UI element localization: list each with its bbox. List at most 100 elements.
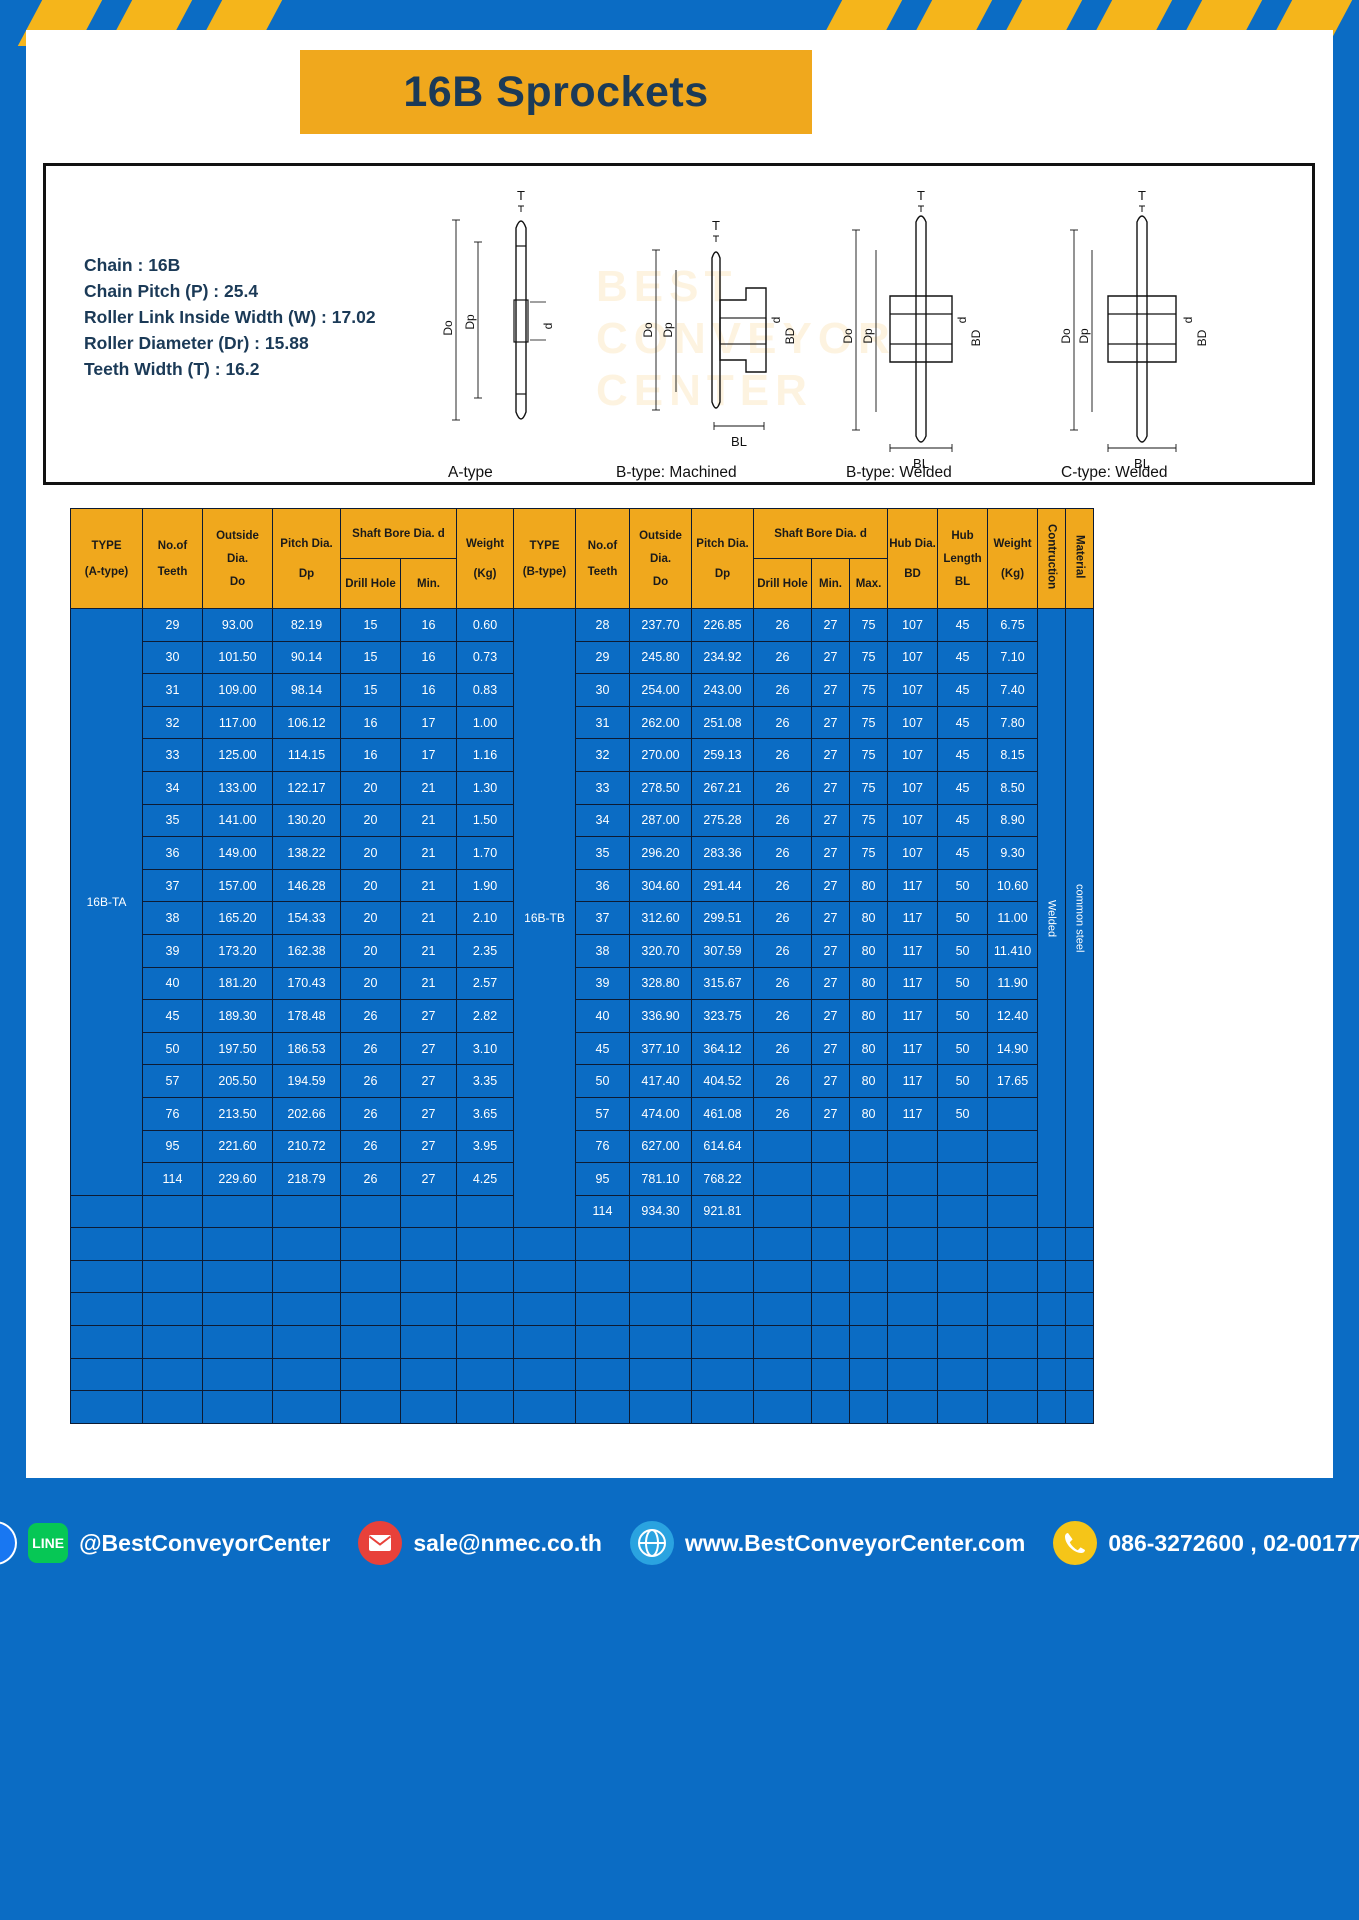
table-cell-empty bbox=[811, 1390, 850, 1424]
table-cell: 27 bbox=[811, 608, 850, 642]
header-weight: Weight (Kg) bbox=[456, 508, 514, 609]
table-cell-empty bbox=[142, 1357, 203, 1392]
sprocket-profile-drawings: T Do Dp bbox=[406, 180, 1306, 482]
table-cell: 12.40 bbox=[987, 999, 1039, 1033]
header-min: Min. bbox=[811, 558, 850, 609]
table-cell: 117 bbox=[887, 1031, 939, 1066]
svg-text:d: d bbox=[769, 317, 783, 324]
facebook-icon bbox=[0, 1521, 18, 1565]
table-cell: 8.50 bbox=[987, 770, 1039, 805]
table-cell bbox=[887, 1129, 939, 1164]
table-cell-empty bbox=[272, 1390, 341, 1424]
table-cell: 26 bbox=[753, 673, 812, 707]
contact-website[interactable]: www.BestConveyorCenter.com bbox=[616, 1521, 1039, 1565]
table-cell: 20 bbox=[340, 933, 401, 968]
table-cell bbox=[987, 1194, 1039, 1229]
table-cell bbox=[887, 1162, 939, 1196]
table-cell-empty bbox=[70, 1259, 143, 1294]
table-cell: 202.66 bbox=[272, 1096, 341, 1131]
table-cell-empty bbox=[1037, 1357, 1067, 1392]
table-cell: 21 bbox=[400, 868, 457, 903]
table-row bbox=[513, 1292, 1095, 1327]
table-cell: 291.44 bbox=[691, 868, 754, 903]
table-cell: 15 bbox=[340, 673, 401, 707]
spec-item-roller-diameter: Roller Diameter (Dr) : 15.88 bbox=[84, 333, 309, 353]
table-cell-empty bbox=[456, 1227, 514, 1261]
svg-text:T: T bbox=[917, 188, 925, 203]
contact-phone[interactable]: 086-3272600 , 02-0017766 bbox=[1039, 1521, 1359, 1565]
table-cell-empty bbox=[1065, 1325, 1095, 1359]
table-cell: 50 bbox=[937, 966, 989, 1001]
page-title-banner: 16B Sprockets bbox=[300, 50, 812, 134]
table-cell-empty bbox=[691, 1390, 754, 1424]
table-cell: 243.00 bbox=[691, 673, 754, 707]
header-teeth: No.of Teeth bbox=[575, 508, 630, 609]
table-cell: 149.00 bbox=[202, 836, 273, 870]
table-cell: 26 bbox=[753, 966, 812, 1001]
contact-email[interactable]: sale@nmec.co.th bbox=[344, 1521, 616, 1565]
table-cell-empty bbox=[753, 1390, 812, 1424]
table-cell: 107 bbox=[887, 705, 939, 740]
table-cell: 26 bbox=[753, 1096, 812, 1131]
table-cell: 27 bbox=[400, 1129, 457, 1164]
table-cell-empty bbox=[400, 1325, 457, 1359]
table-row bbox=[70, 1259, 514, 1294]
table-cell: 37 bbox=[142, 868, 203, 903]
table-cell: 1.00 bbox=[456, 705, 514, 740]
table-cell-empty bbox=[70, 1194, 143, 1229]
svg-text:d: d bbox=[955, 317, 969, 324]
table-cell: 27 bbox=[811, 933, 850, 968]
table-cell: 205.50 bbox=[202, 1064, 273, 1098]
table-cell: 178.48 bbox=[272, 999, 341, 1033]
table-cell-empty bbox=[1065, 1390, 1095, 1424]
table-cell: 75 bbox=[848, 770, 889, 805]
table-cell: 80 bbox=[848, 1064, 889, 1098]
table-cell-empty bbox=[691, 1292, 754, 1327]
table-cell-empty bbox=[937, 1390, 989, 1424]
table-row: 57 474.00 461.08 26 27 80 117 50 bbox=[514, 1096, 1094, 1131]
table-cell-empty bbox=[272, 1227, 341, 1261]
table-cell: 90.14 bbox=[272, 640, 341, 675]
table-cell: 45 bbox=[937, 836, 989, 870]
table-cell: 287.00 bbox=[629, 803, 692, 838]
table-cell: 45 bbox=[937, 640, 989, 675]
table-cell-empty bbox=[987, 1325, 1039, 1359]
table-cell: 95 bbox=[575, 1162, 630, 1196]
table-row bbox=[513, 1325, 1095, 1359]
table-cell: 50 bbox=[575, 1064, 630, 1098]
table-row: 37 312.60 299.51 26 27 80 117 50 11.00 bbox=[514, 901, 1094, 935]
table-cell: 30 bbox=[575, 673, 630, 707]
table-cell: 323.75 bbox=[691, 999, 754, 1033]
table-cell: 1.30 bbox=[456, 770, 514, 805]
table-cell-empty bbox=[691, 1325, 754, 1359]
table-cell: 26 bbox=[753, 999, 812, 1033]
table-row: 39 328.80 315.67 26 27 80 117 50 11.90 bbox=[514, 966, 1094, 1001]
table-cell: 93.00 bbox=[202, 608, 273, 642]
table-cell: 101.50 bbox=[202, 640, 273, 675]
table-cell-empty bbox=[848, 1357, 889, 1392]
table-row: 45 377.10 364.12 26 27 80 117 50 14.90 bbox=[514, 1031, 1094, 1066]
table-cell: 237.70 bbox=[629, 608, 692, 642]
table-row bbox=[70, 1325, 514, 1359]
table-cell-empty bbox=[937, 1325, 989, 1359]
table-cell: 461.08 bbox=[691, 1096, 754, 1131]
table-cell-empty bbox=[142, 1227, 203, 1261]
table-cell: 417.40 bbox=[629, 1064, 692, 1098]
table-cell: 109.00 bbox=[202, 673, 273, 707]
table-cell: 80 bbox=[848, 901, 889, 935]
contact-facebook[interactable]: LINE @BestConveyorCenter bbox=[0, 1521, 344, 1565]
table-cell: 21 bbox=[400, 770, 457, 805]
table-cell: 26 bbox=[753, 738, 812, 772]
table-cell: 26 bbox=[340, 1031, 401, 1066]
header-shaft-bore: Shaft Bore Dia. d bbox=[752, 508, 889, 559]
page-title: 16B Sprockets bbox=[403, 67, 709, 116]
table-cell: 21 bbox=[400, 933, 457, 968]
table-cell: 404.52 bbox=[691, 1064, 754, 1098]
table-cell: 27 bbox=[400, 1064, 457, 1098]
svg-text:Do: Do bbox=[1059, 328, 1073, 344]
table-cell-empty bbox=[575, 1357, 630, 1392]
table-cell: 7.80 bbox=[987, 705, 1039, 740]
table-cell-empty bbox=[513, 1357, 576, 1392]
table-cell-empty bbox=[753, 1325, 812, 1359]
table-cell: 57 bbox=[142, 1064, 203, 1098]
